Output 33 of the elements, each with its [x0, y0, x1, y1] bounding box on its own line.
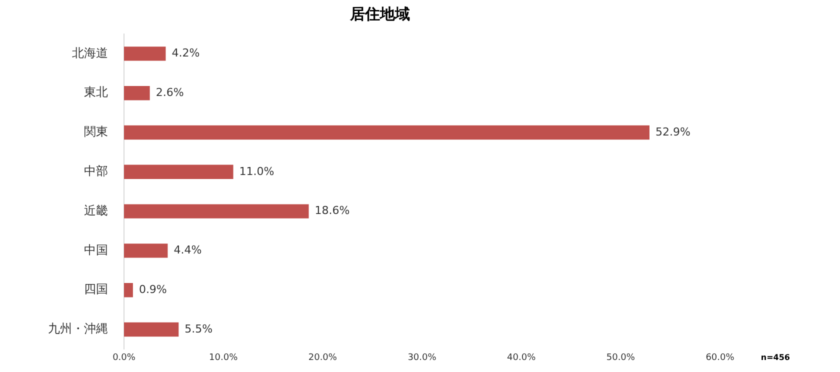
- y-tick-label: 中部: [84, 164, 108, 178]
- y-tick-label: 九州・沖縄: [48, 322, 108, 336]
- text: n=456: [760, 353, 790, 362]
- y-tick-label: 関東: [84, 124, 108, 139]
- bar: [124, 46, 166, 61]
- y-tick-label: 北海道: [72, 46, 108, 60]
- data-label: 11.0%: [239, 164, 274, 178]
- x-tick-label: 40.0%: [507, 352, 536, 363]
- data-label: 18.6%: [314, 204, 350, 218]
- y-tick-label: 東北: [84, 85, 108, 100]
- bar: [124, 244, 168, 258]
- bar: [124, 283, 133, 298]
- bar: [124, 204, 309, 218]
- bar: [124, 322, 179, 337]
- data-label: 0.9%: [138, 282, 167, 296]
- bar: [124, 164, 234, 179]
- data-label: 4.2%: [172, 46, 200, 60]
- bar: [124, 125, 650, 140]
- bar: [124, 86, 150, 100]
- y-tick-label: 四国: [84, 282, 108, 296]
- x-tick-label: 0.0%: [112, 352, 136, 363]
- x-tick-label: 50.0%: [606, 352, 636, 363]
- x-tick-label: 10.0%: [209, 352, 238, 363]
- x-tick-label: 20.0%: [308, 352, 338, 363]
- data-label: 4.4%: [174, 244, 202, 257]
- data-label: 52.9%: [655, 125, 690, 138]
- data-label: 5.5%: [184, 322, 213, 336]
- chart-title: 居住地域: [349, 4, 410, 23]
- x-tick-label: 30.0%: [408, 352, 437, 363]
- data-label: 2.6%: [156, 86, 184, 99]
- x-tick-label: 60.0%: [706, 352, 735, 363]
- y-tick-label: 中国: [84, 242, 108, 257]
- y-tick-label: 近畿: [84, 203, 108, 218]
